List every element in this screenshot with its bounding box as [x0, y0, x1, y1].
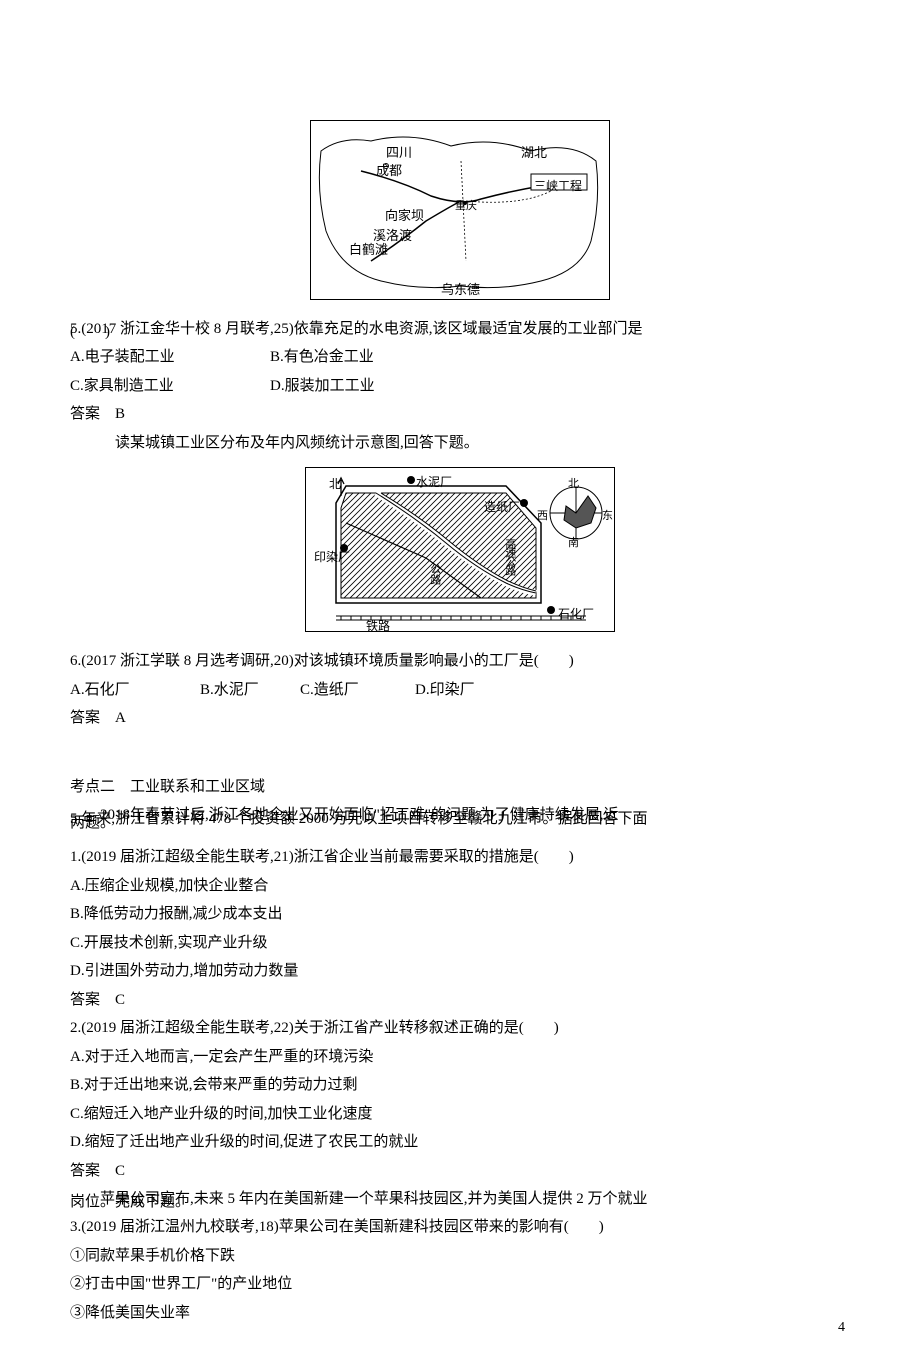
q6-options: A.石化厂 B.水泥厂 C.造纸厂 D.印染厂	[70, 676, 850, 705]
intro4-line2: 岗位。完成下题。	[70, 1188, 190, 1217]
label-wudongde: 乌东德	[441, 278, 480, 303]
q6-option-b: B.水泥厂	[200, 676, 300, 705]
label-rail: 铁路	[366, 615, 390, 638]
q1-answer: 答案 C	[70, 986, 850, 1015]
q1-stem: 1.(2019 届浙江超级全能生联考,21)浙江省企业当前最需要采取的措施是( …	[70, 843, 850, 872]
q1-option-d: D.引进国外劳动力,增加劳动力数量	[70, 957, 850, 986]
q1-option-b: B.降低劳动力报酬,减少成本支出	[70, 900, 850, 929]
q3-option-1: ①同款苹果手机价格下跌	[70, 1242, 850, 1271]
q5-option-d: D.服装加工工业	[270, 372, 470, 401]
q3-option-3: ③降低美国失业率	[70, 1299, 850, 1328]
q1-option-a: A.压缩企业规模,加快企业整合	[70, 872, 850, 901]
q2-option-b: B.对于迁出地来说,会带来严重的劳动力过剩	[70, 1071, 850, 1100]
label-cement: 水泥厂	[416, 471, 452, 494]
label-hubei: 湖北	[521, 141, 547, 166]
q1-option-c: C.开展技术创新,实现产业升级	[70, 929, 850, 958]
label-dye: 印染厂	[314, 546, 350, 569]
intro3-line3: 两题。	[70, 809, 115, 838]
q5-option-a: A.电子装配工业	[70, 343, 270, 372]
label-chengdu: 成都	[376, 159, 402, 184]
label-petro: 石化厂	[558, 603, 594, 626]
q3-option-2: ②打击中国"世界工厂"的产业地位	[70, 1270, 850, 1299]
label-compass-s: 南	[568, 533, 579, 554]
label-north-arrow: 北	[329, 473, 341, 496]
label-road: 公路	[424, 563, 445, 585]
map-figure-2: 北 水泥厂 造纸厂 北 西 东 南 印染厂 公路 高速公路 铁路 石化厂	[305, 467, 615, 632]
label-baihetan: 白鹤滩	[349, 238, 388, 263]
label-paper: 造纸厂	[484, 496, 520, 519]
q2-stem: 2.(2019 届浙江超级全能生联考,22)关于浙江省产业转移叙述正确的是( )	[70, 1014, 850, 1043]
q2-option-d: D.缩短了迁出地产业升级的时间,促进了农民工的就业	[70, 1128, 850, 1157]
intro2: 读某城镇工业区分布及年内风频统计示意图,回答下题。	[115, 429, 850, 458]
q6-answer: 答案 A	[70, 704, 850, 733]
q2-answer: 答案 C	[70, 1157, 850, 1186]
label-compass-e: 东	[602, 506, 613, 527]
q5-option-b: B.有色冶金工业	[270, 343, 470, 372]
intro4: 苹果公司宣布,未来 5 年内在美国新建一个苹果科技园区,并为美国人提供 2 万个…	[70, 1185, 850, 1213]
q5-option-c: C.家具制造工业	[70, 372, 270, 401]
intro3-line2: 5 年来,浙江省累计将 478 个投资额 2000 万元以上项目转移至赣北九江市…	[70, 805, 648, 834]
q6-option-c: C.造纸厂	[300, 676, 415, 705]
q2-option-a: A.对于迁入地而言,一定会产生严重的环境污染	[70, 1043, 850, 1072]
q5-stem-line1: 5.(2017 浙江金华十校 8 月联考,25)依靠充足的水电资源,该区域最适宜…	[70, 315, 643, 344]
q5-options-row1: A.电子装配工业 B.有色冶金工业	[70, 343, 850, 372]
map-figure-1: 四川 湖北 成都 重庆 三峡工程 向家坝 溪洛渡 白鹤滩 乌东德	[310, 120, 610, 300]
label-compass-w: 西	[537, 506, 548, 527]
q5-answer: 答案 B	[70, 400, 850, 429]
page-number: 4	[838, 1315, 845, 1342]
label-highway: 高速公路	[499, 538, 520, 574]
q5-stem: 5.(2017 浙江金华十校 8 月联考,25)依靠充足的水电资源,该区域最适宜…	[70, 315, 850, 343]
label-chongqing: 重庆	[455, 196, 477, 217]
q6-stem: 6.(2017 浙江学联 8 月选考调研,20)对该城镇环境质量影响最小的工厂是…	[70, 647, 850, 676]
section2-title: 考点二 工业联系和工业区域	[70, 773, 850, 802]
q5-stem-line2: ( )	[70, 318, 110, 347]
q6-option-a: A.石化厂	[70, 676, 200, 705]
label-sanxia: 三峡工程	[534, 175, 582, 198]
q6-option-d: D.印染厂	[415, 676, 475, 705]
intro3: 2018年春节过后,浙江各地企业又开始面临"招工难"的问题,为了健康持续发展,近…	[70, 801, 850, 843]
label-compass-n: 北	[568, 474, 579, 495]
q5-options-row2: C.家具制造工业 D.服装加工工业	[70, 372, 850, 401]
q3-stem: 3.(2019 届浙江温州九校联考,18)苹果公司在美国新建科技园区带来的影响有…	[70, 1213, 850, 1242]
q2-option-c: C.缩短迁入地产业升级的时间,加快工业化速度	[70, 1100, 850, 1129]
